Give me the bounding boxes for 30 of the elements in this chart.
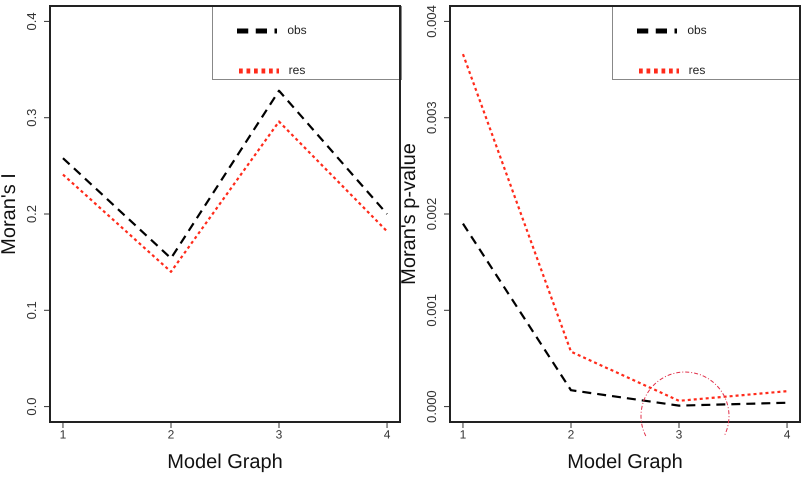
y-tick-label: 0.0 bbox=[24, 398, 39, 416]
y-tick-label: 0.003 bbox=[424, 101, 439, 134]
x-tick-label: 4 bbox=[384, 428, 391, 442]
x-axis-title: Model Graph bbox=[567, 451, 683, 473]
y-tick-label: 0.4 bbox=[24, 12, 39, 30]
x-tick-label: 1 bbox=[60, 428, 67, 442]
y-tick-label: 0.000 bbox=[424, 390, 439, 423]
legend-label: obs bbox=[687, 23, 707, 38]
line-series bbox=[462, 222, 788, 407]
y-tick-label: 0.1 bbox=[24, 301, 39, 320]
y-axis-title: Moran's p-value bbox=[398, 143, 420, 285]
y-tick-label: 0.2 bbox=[24, 204, 39, 224]
x-tick-label: 3 bbox=[676, 428, 683, 442]
line-series bbox=[462, 53, 788, 402]
y-axis-title: Moran's I bbox=[0, 173, 20, 255]
y-tick-label: 0.004 bbox=[424, 5, 439, 38]
legend-label: res bbox=[688, 63, 706, 78]
x-tick-label: 4 bbox=[784, 428, 791, 442]
legend-label: obs bbox=[287, 23, 307, 38]
legend-label: res bbox=[288, 63, 306, 78]
y-tick-label: 0.001 bbox=[424, 294, 439, 327]
x-tick-label: 2 bbox=[568, 428, 575, 442]
line-series bbox=[62, 120, 388, 273]
x-tick-label: 1 bbox=[460, 428, 467, 442]
x-tick-label: 3 bbox=[276, 428, 283, 442]
x-tick-label: 2 bbox=[168, 428, 175, 442]
y-tick-label: 0.002 bbox=[424, 198, 439, 230]
line-series bbox=[62, 90, 388, 260]
y-tick-label: 0.3 bbox=[24, 108, 39, 127]
x-axis-title: Model Graph bbox=[167, 451, 283, 473]
